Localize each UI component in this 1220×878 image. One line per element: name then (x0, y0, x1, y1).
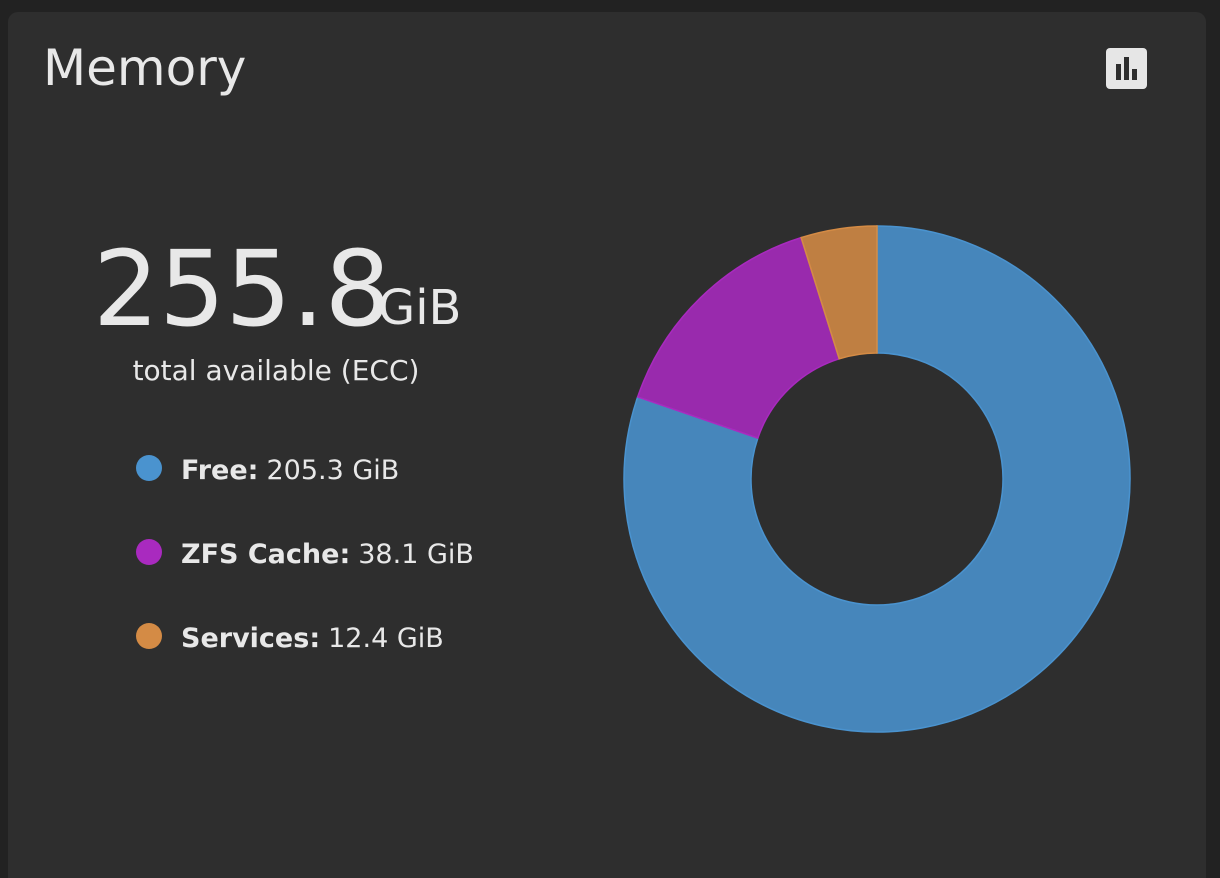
widget-title: Memory (43, 39, 246, 97)
icon-bar (1132, 69, 1137, 80)
legend-entry: Services: 12.4 GiB (181, 623, 444, 654)
legend-label: Free: (181, 455, 258, 486)
legend: Free: 205.3 GiB ZFS Cache: 38.1 GiB Services… (136, 455, 474, 654)
legend-dot (136, 455, 162, 481)
icon-bar (1124, 57, 1129, 80)
legend-value: 205.3 GiB (266, 455, 399, 486)
donut-slice (636, 236, 841, 440)
total-value: 255.8 (93, 228, 391, 350)
total-caption: total available (ECC) (133, 354, 420, 387)
legend-value: 12.4 GiB (328, 623, 444, 654)
legend-dot (136, 623, 162, 649)
legend-value: 38.1 GiB (358, 539, 474, 570)
legend-entry: ZFS Cache: 38.1 GiB (181, 539, 474, 570)
total-unit: GiB (378, 280, 461, 336)
icon-bar (1116, 64, 1121, 80)
donut-slice (623, 225, 1131, 733)
chart-button[interactable] (1106, 48, 1147, 89)
donut-chart (623, 225, 1131, 733)
legend-dot (136, 539, 162, 565)
legend-label: ZFS Cache: (181, 539, 350, 570)
legend-label: Services: (181, 623, 320, 654)
donut-slice (800, 225, 878, 360)
legend-entry: Free: 205.3 GiB (181, 455, 399, 486)
